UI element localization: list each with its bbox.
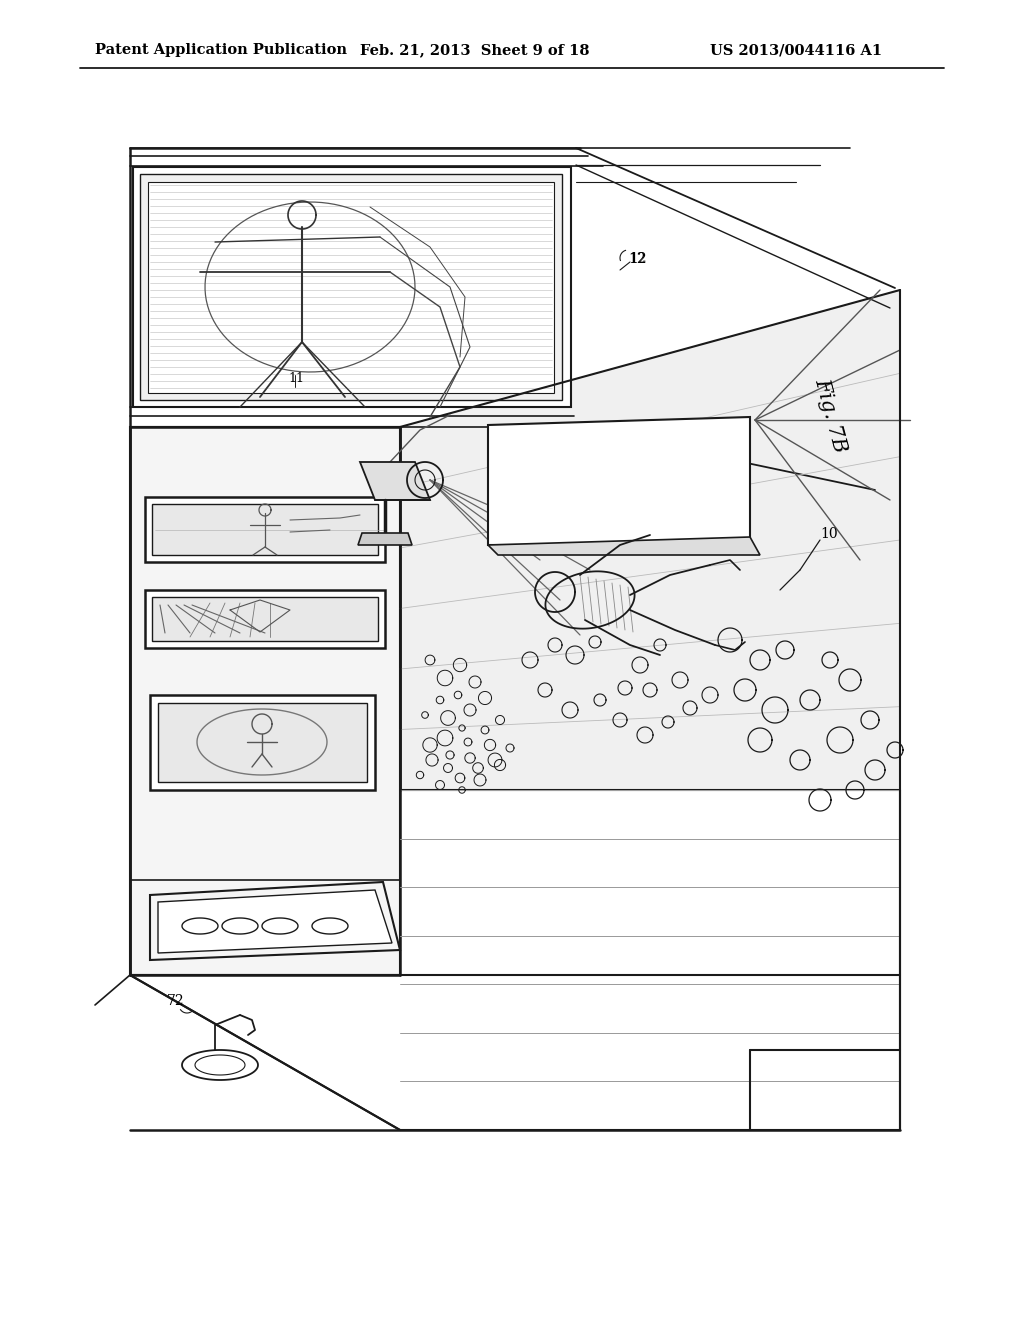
Polygon shape (133, 168, 571, 407)
Polygon shape (145, 590, 385, 648)
Polygon shape (488, 537, 760, 554)
Polygon shape (400, 290, 900, 789)
Polygon shape (358, 533, 412, 545)
Text: Fig. 7B: Fig. 7B (811, 376, 849, 455)
Polygon shape (150, 696, 375, 789)
Polygon shape (152, 597, 378, 642)
Polygon shape (130, 426, 400, 975)
Text: Feb. 21, 2013  Sheet 9 of 18: Feb. 21, 2013 Sheet 9 of 18 (360, 44, 590, 57)
Text: 12: 12 (628, 252, 645, 267)
Text: 11: 11 (288, 372, 304, 385)
Polygon shape (150, 882, 400, 960)
Polygon shape (400, 789, 900, 1130)
Text: 72: 72 (167, 994, 184, 1008)
Polygon shape (488, 417, 750, 545)
Text: Patent Application Publication: Patent Application Publication (95, 44, 347, 57)
Polygon shape (360, 462, 430, 500)
Polygon shape (148, 182, 554, 393)
Polygon shape (152, 504, 378, 554)
Polygon shape (140, 174, 562, 400)
Polygon shape (158, 704, 367, 781)
Polygon shape (158, 890, 392, 953)
Text: US 2013/0044116 A1: US 2013/0044116 A1 (710, 44, 882, 57)
Polygon shape (145, 498, 385, 562)
Text: 12: 12 (629, 252, 646, 267)
Text: 10: 10 (820, 527, 838, 541)
